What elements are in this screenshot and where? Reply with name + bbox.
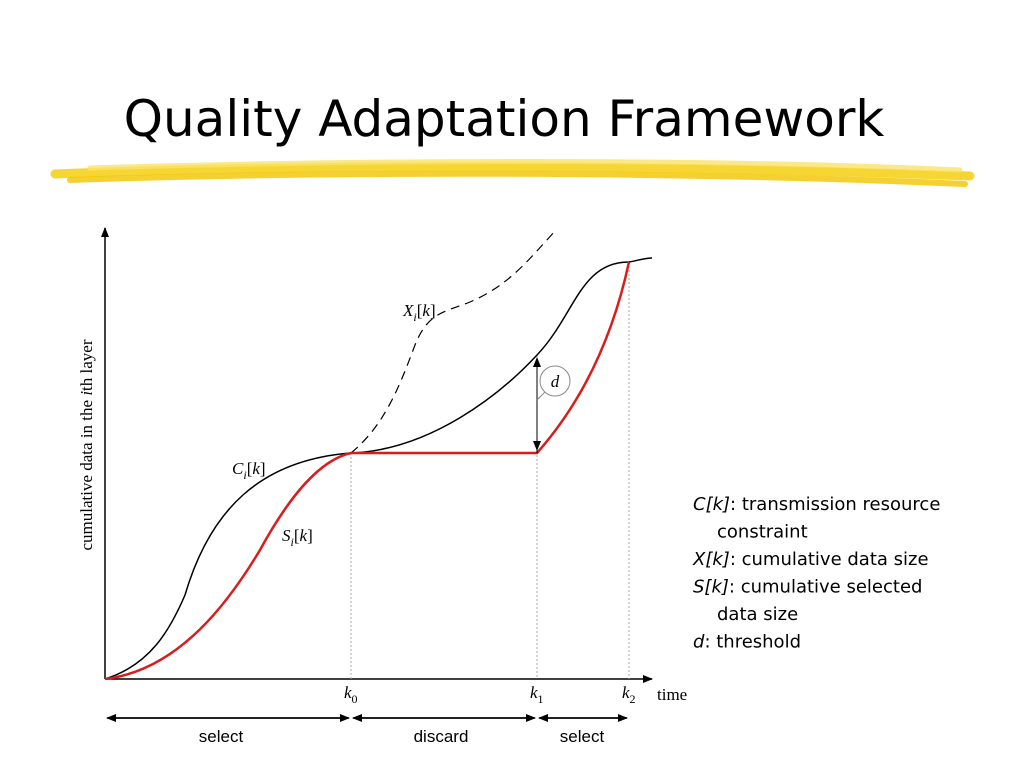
- legend-line: C[k]: transmission resource: [693, 494, 940, 515]
- legend-text: : transmission resource: [730, 494, 940, 515]
- axes: [101, 227, 653, 683]
- slide-title: Quality Adaptation Framework: [124, 90, 885, 148]
- legend-line: S[k]: cumulative selected: [693, 577, 922, 598]
- highlight-stroke: [50, 159, 975, 187]
- label-part: i: [291, 535, 294, 549]
- legend-line: d: threshold: [693, 632, 801, 653]
- legend-term: S[k]: [693, 577, 729, 598]
- label-part: i: [243, 468, 246, 482]
- legend-line: X[k]: cumulative data size: [692, 549, 929, 570]
- legend-term: d: [693, 632, 705, 653]
- curve-label-s: Si[k]: [282, 526, 313, 549]
- guide-lines: [350, 262, 630, 679]
- legend-text: : threshold: [704, 632, 801, 653]
- x-axis-label: time: [657, 685, 687, 704]
- legend-line: constraint: [717, 522, 808, 543]
- label-part: 0: [352, 692, 358, 706]
- phase-label: discard: [414, 727, 469, 746]
- y-axis-label: cumulative data in the ith layer: [77, 339, 96, 550]
- threshold-label: d: [551, 372, 560, 391]
- legend-term: C[k]: [693, 494, 730, 515]
- curve-label-c: Ci[k]: [232, 459, 266, 482]
- label-part: ]: [307, 526, 313, 545]
- label-part: k: [300, 526, 308, 545]
- legend: C[k]: transmission resource constraint X[k…: [692, 494, 940, 653]
- label-part: S: [282, 526, 291, 545]
- curve-s: [104, 261, 631, 681]
- curve-x: [350, 229, 557, 454]
- legend-text: : cumulative data size: [730, 549, 929, 570]
- legend-text: constraint: [717, 522, 808, 543]
- threshold-marker: [533, 357, 571, 453]
- curve-label-x: Xi[k]: [402, 301, 436, 324]
- legend-term: X[k]: [692, 549, 730, 570]
- label-part: [: [294, 526, 300, 545]
- label-part: i: [77, 391, 96, 396]
- label-part: th layer: [77, 339, 96, 391]
- label-part: cumulative data in the: [77, 396, 96, 551]
- label-part: k: [422, 301, 430, 320]
- tick-label: k2: [622, 683, 636, 706]
- label-part: C: [232, 459, 244, 478]
- curve-c: [104, 257, 653, 680]
- label-part: k: [252, 459, 260, 478]
- legend-line: data size: [717, 604, 798, 625]
- label-part: i: [413, 310, 416, 324]
- label-part: 1: [538, 692, 544, 706]
- label-part: ]: [430, 301, 436, 320]
- tick-label: k1: [530, 683, 544, 706]
- tick-label: k0: [344, 683, 358, 706]
- label-part: X: [402, 301, 414, 320]
- phase-label: select: [560, 727, 605, 746]
- label-part: ]: [260, 459, 266, 478]
- label-part: k: [622, 683, 630, 702]
- label-part: [: [247, 459, 253, 478]
- label-part: [: [417, 301, 423, 320]
- label-part: k: [530, 683, 538, 702]
- legend-text: : cumulative selected: [729, 577, 923, 598]
- legend-text: data size: [717, 604, 798, 625]
- label-part: 2: [630, 692, 636, 706]
- phase-label: select: [199, 727, 244, 746]
- label-part: k: [344, 683, 352, 702]
